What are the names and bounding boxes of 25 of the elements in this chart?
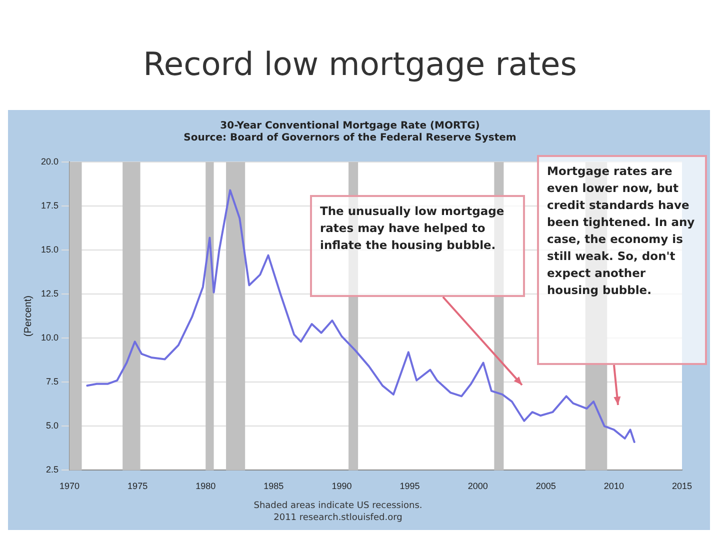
chart-title: Record low mortgage rates	[142, 45, 578, 83]
y-axis-title: (Percent)	[22, 296, 34, 337]
x-tick-label: 2015	[672, 481, 692, 492]
x-tick-label: 1980	[196, 481, 216, 492]
x-tick-label: 2000	[468, 481, 488, 492]
y-tick-label: 15.0	[40, 244, 59, 255]
x-tick-label: 1985	[264, 481, 284, 492]
note-box: The unusually low mortgage rates may have helped to inflate the housing bubble.	[310, 195, 525, 297]
y-tick-label: 12.5	[40, 288, 59, 299]
y-tick-label: 5.0	[46, 420, 59, 431]
y-tick-label: 20.0	[40, 156, 59, 166]
x-tick-label: 1990	[332, 481, 352, 492]
x-tick-label: 1995	[400, 481, 420, 492]
chart-subtitle: 30-Year Conventional Mortgage Rate (MORTG) Source: Board of Governors of the Federal Reserve System	[184, 120, 516, 144]
note-box: Mortgage rates are even lower now, but credit standards have been tightened. In any case, the economy is still weak. So, don't expect another housing bubble.	[537, 155, 707, 365]
y-tick-label: 2.5	[46, 464, 59, 475]
x-tick-label: 1975	[128, 481, 148, 492]
y-tick-label: 7.5	[46, 376, 59, 387]
text: Shaded areas indicate US recessions.	[252, 500, 424, 512]
x-tick-label: 2010	[604, 481, 624, 492]
text: 2011 research.stlouisfed.org	[272, 512, 404, 524]
y-tick-label: 17.5	[40, 200, 59, 211]
x-tick-label: 1970	[60, 481, 80, 492]
y-tick-label: 10.0	[40, 332, 59, 343]
x-tick-label: 2005	[536, 481, 556, 492]
